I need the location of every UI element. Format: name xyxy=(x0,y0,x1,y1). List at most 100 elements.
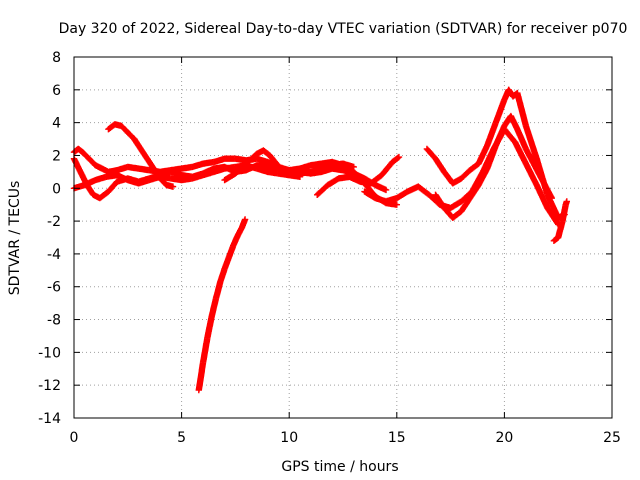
x-tick-label: 15 xyxy=(388,430,406,446)
data-point xyxy=(466,182,482,202)
data-point xyxy=(217,266,228,285)
data-point xyxy=(199,335,211,366)
data-point xyxy=(279,167,292,178)
axes: 0 5 10 15 20 25 -14 -12 -10 -8 -6 -4 -2 0 2 4 6 8 xyxy=(38,50,621,446)
y-tick-label: -14 xyxy=(38,411,61,427)
series-arc-11 xyxy=(550,198,571,244)
data-point xyxy=(131,135,144,152)
y-axis-label: SDTVAR / TECUs xyxy=(7,181,23,296)
series-arc-4 xyxy=(105,121,177,190)
data-point xyxy=(492,97,508,126)
data-point xyxy=(156,175,169,188)
data-point xyxy=(458,167,473,182)
data-point xyxy=(484,143,499,172)
data-point xyxy=(144,155,157,171)
chart-title: Day 320 of 2022, Sidereal Day-to-day VTE… xyxy=(59,21,628,37)
data-point xyxy=(273,160,286,173)
grid xyxy=(74,57,612,418)
data-point xyxy=(475,166,490,189)
series-arc-6 xyxy=(314,153,403,198)
data-point xyxy=(195,360,207,394)
data-point xyxy=(124,129,137,142)
data-point xyxy=(79,149,92,162)
data-point xyxy=(447,198,464,212)
series-arc-5 xyxy=(221,147,304,184)
data-point xyxy=(484,120,499,149)
data-point xyxy=(113,171,130,183)
y-tick-label: -10 xyxy=(38,345,61,361)
data-point xyxy=(389,154,402,166)
data-point xyxy=(514,126,529,151)
data-point xyxy=(393,189,410,202)
data-point xyxy=(440,204,456,221)
data-point xyxy=(85,155,98,168)
data-point xyxy=(212,279,224,302)
data-point xyxy=(395,153,403,161)
y-tick-label: -6 xyxy=(47,280,61,296)
data-point xyxy=(241,216,249,223)
x-tick-label: 5 xyxy=(177,430,186,446)
data-point xyxy=(324,175,341,189)
data-point xyxy=(507,112,520,132)
data-point xyxy=(378,159,395,179)
x-tick-label: 0 xyxy=(70,430,79,446)
data-point xyxy=(118,122,131,135)
data-point xyxy=(150,165,163,181)
data-point xyxy=(415,183,432,198)
data-point xyxy=(548,194,555,202)
data-point xyxy=(522,122,540,161)
y-tick-label: 4 xyxy=(52,116,61,132)
data-point xyxy=(225,243,236,261)
x-tick-label: 25 xyxy=(603,430,621,446)
data-point xyxy=(204,314,215,341)
data-point xyxy=(531,162,546,184)
data-point xyxy=(105,179,120,195)
data-point xyxy=(137,145,150,161)
data-point xyxy=(512,139,529,166)
y-tick-label: 6 xyxy=(52,83,61,99)
data-point xyxy=(382,186,390,194)
data-point xyxy=(350,163,357,171)
data-point xyxy=(522,160,540,188)
data-point xyxy=(169,183,177,190)
x-tick-label: 20 xyxy=(495,430,513,446)
series-arc-9 xyxy=(432,112,555,221)
data-point xyxy=(372,181,389,193)
y-tick-label: -4 xyxy=(47,247,61,263)
data-point xyxy=(314,182,331,198)
data-point xyxy=(440,168,456,186)
data-point xyxy=(492,123,508,149)
data-point xyxy=(475,143,490,167)
data-point xyxy=(208,296,219,320)
data-point xyxy=(458,195,473,215)
data-point xyxy=(423,145,438,161)
data-point xyxy=(367,172,384,187)
y-tick-label: 0 xyxy=(52,181,61,197)
data-point xyxy=(221,171,238,184)
data-point xyxy=(533,181,551,210)
data-point xyxy=(432,155,447,175)
y-tick-label: -12 xyxy=(38,378,61,394)
y-tick-label: 2 xyxy=(52,148,61,164)
plot-frame xyxy=(73,56,613,419)
data-point xyxy=(346,173,363,185)
data-point xyxy=(232,161,249,177)
data-point xyxy=(563,198,571,205)
data-point xyxy=(221,255,232,272)
data-point xyxy=(544,204,561,227)
data-point xyxy=(449,208,464,221)
y-tick-label: -8 xyxy=(47,313,61,329)
data-point xyxy=(539,178,555,201)
data-point xyxy=(393,201,400,208)
data-point xyxy=(243,151,260,167)
data-point xyxy=(432,191,447,211)
data-point xyxy=(562,199,570,208)
data-point xyxy=(361,188,378,201)
x-axis-label: GPS time / hours xyxy=(281,459,398,475)
y-tick-label: 8 xyxy=(52,50,61,66)
data-point xyxy=(296,173,304,180)
data-point xyxy=(522,145,538,168)
y-tick-label: -2 xyxy=(47,214,61,230)
data-point xyxy=(81,177,98,189)
